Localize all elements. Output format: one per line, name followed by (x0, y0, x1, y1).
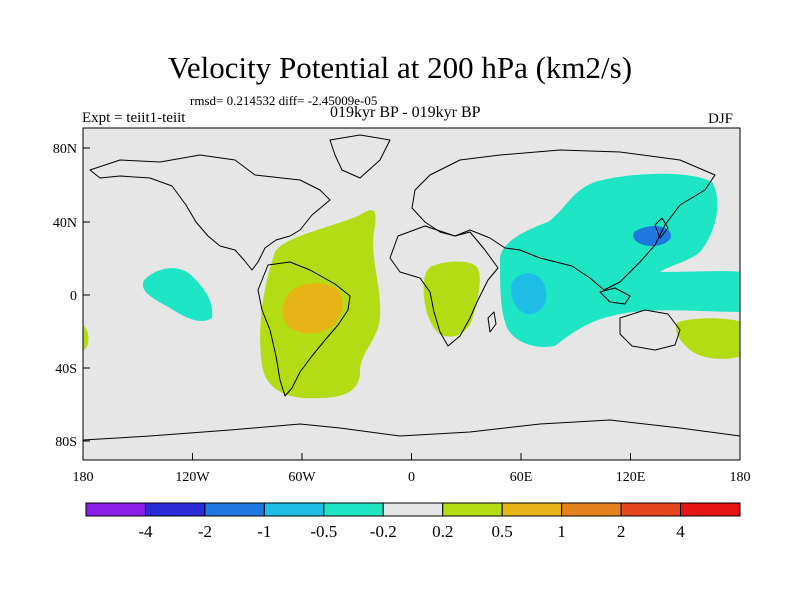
stats-subtitle: rmsd= 0.214532 diff= -2.45009e-05 (190, 93, 378, 108)
colorbar-swatch (323, 502, 384, 517)
africa-coast (389, 225, 499, 347)
greenland-coast (329, 134, 391, 179)
colorbar: -4 -2 -1 -0.5 -0.2 0.2 0.5 1 2 4 (85, 502, 741, 541)
colorbar-label: -1 (257, 522, 271, 541)
colorbar-label: -0.5 (310, 522, 337, 541)
colorbar-label: 2 (617, 522, 626, 541)
lon-label-60e: 60E (510, 470, 533, 485)
indian-ocean-minimum-region (511, 273, 547, 315)
colorbar-label: 1 (557, 522, 566, 541)
lon-label-180e: 180 (730, 470, 751, 485)
colorbar-swatch (204, 502, 265, 517)
australia-positive-region (675, 318, 740, 359)
south-america-core-region (282, 283, 343, 334)
west-edge-positive-region (83, 324, 89, 351)
lon-label-60w: 60W (288, 470, 316, 485)
coastlines (83, 134, 740, 441)
africa-positive-region (423, 261, 480, 337)
lon-label-120e: 120E (616, 470, 646, 485)
colorbar-swatch (620, 502, 682, 517)
shading-regions (83, 173, 740, 399)
south-america-coast (257, 261, 351, 397)
experiment-label: Expt = teiit1-teiit (82, 110, 186, 126)
latitude-axis: 80N 40N 0 40S 80S (53, 142, 90, 450)
colorbar-label: 0.2 (432, 522, 453, 541)
australia-coast (619, 309, 681, 351)
colorbar-label: -2 (198, 522, 212, 541)
colorbar-swatch (561, 502, 622, 517)
colorbar-swatch (263, 502, 325, 517)
east-pacific-negative-region (142, 268, 213, 321)
colorbar-label: 4 (676, 522, 685, 541)
period-label: 019kyr BP - 019kyr BP (330, 104, 481, 121)
longitude-axis: 180 120W 60W 0 60E 120E 180 (73, 453, 751, 485)
lon-label-180w: 180 (73, 470, 94, 485)
eurasia-coast (411, 149, 716, 291)
colorbar-label: 0.5 (492, 522, 513, 541)
colorbar-label: -4 (138, 522, 153, 541)
season-label: DJF (708, 111, 734, 127)
lon-label-120w: 120W (175, 470, 210, 485)
lat-label-eq: 0 (70, 289, 77, 304)
lat-label-40n: 40N (53, 216, 77, 231)
colorbar-swatch (680, 502, 741, 517)
lat-label-40s: 40S (55, 362, 77, 377)
colorbar-swatch (501, 502, 563, 517)
antarctica-coast (83, 419, 740, 441)
colorbar-swatch (382, 502, 444, 517)
north-america-coast (89, 154, 331, 271)
lat-label-80s: 80S (55, 435, 77, 450)
colorbar-label: -0.2 (370, 522, 397, 541)
colorbar-swatch (442, 502, 503, 517)
japan-coast (654, 217, 669, 239)
map-title: Velocity Potential at 200 hPa (km2/s) (167, 50, 633, 85)
colorbar-swatch (144, 502, 206, 517)
maritime-continent-coast (599, 287, 631, 305)
lon-label-0: 0 (408, 470, 415, 485)
madagascar-coast (487, 311, 497, 333)
colorbar-swatch (85, 502, 146, 517)
asia-indian-ocean-negative-region (499, 173, 740, 347)
lat-label-80n: 80N (53, 142, 77, 157)
